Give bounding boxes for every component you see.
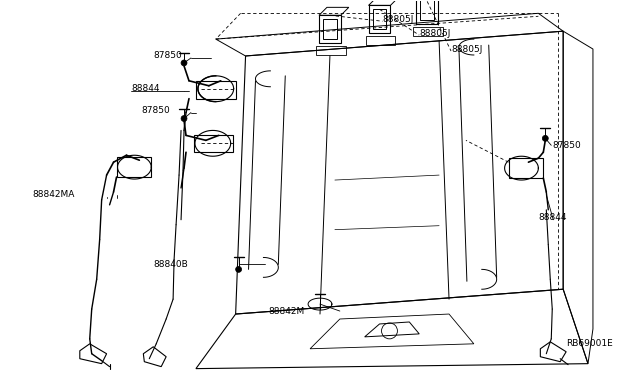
- Text: RB69001E: RB69001E: [566, 339, 613, 348]
- Text: 88805J: 88805J: [451, 45, 483, 54]
- Circle shape: [181, 60, 187, 66]
- Text: 88842MA: 88842MA: [32, 190, 74, 199]
- Text: 88844: 88844: [131, 84, 160, 93]
- Text: 88805J: 88805J: [383, 15, 414, 24]
- Text: 88842M: 88842M: [268, 307, 305, 315]
- Text: 88840B: 88840B: [153, 260, 188, 269]
- Circle shape: [236, 266, 241, 272]
- Text: 87850: 87850: [153, 51, 182, 61]
- Circle shape: [542, 135, 548, 141]
- Text: 87850: 87850: [552, 141, 581, 150]
- Text: 87850: 87850: [141, 106, 170, 115]
- Circle shape: [181, 116, 187, 122]
- Text: 88844: 88844: [538, 213, 567, 222]
- Text: 88805J: 88805J: [419, 29, 451, 38]
